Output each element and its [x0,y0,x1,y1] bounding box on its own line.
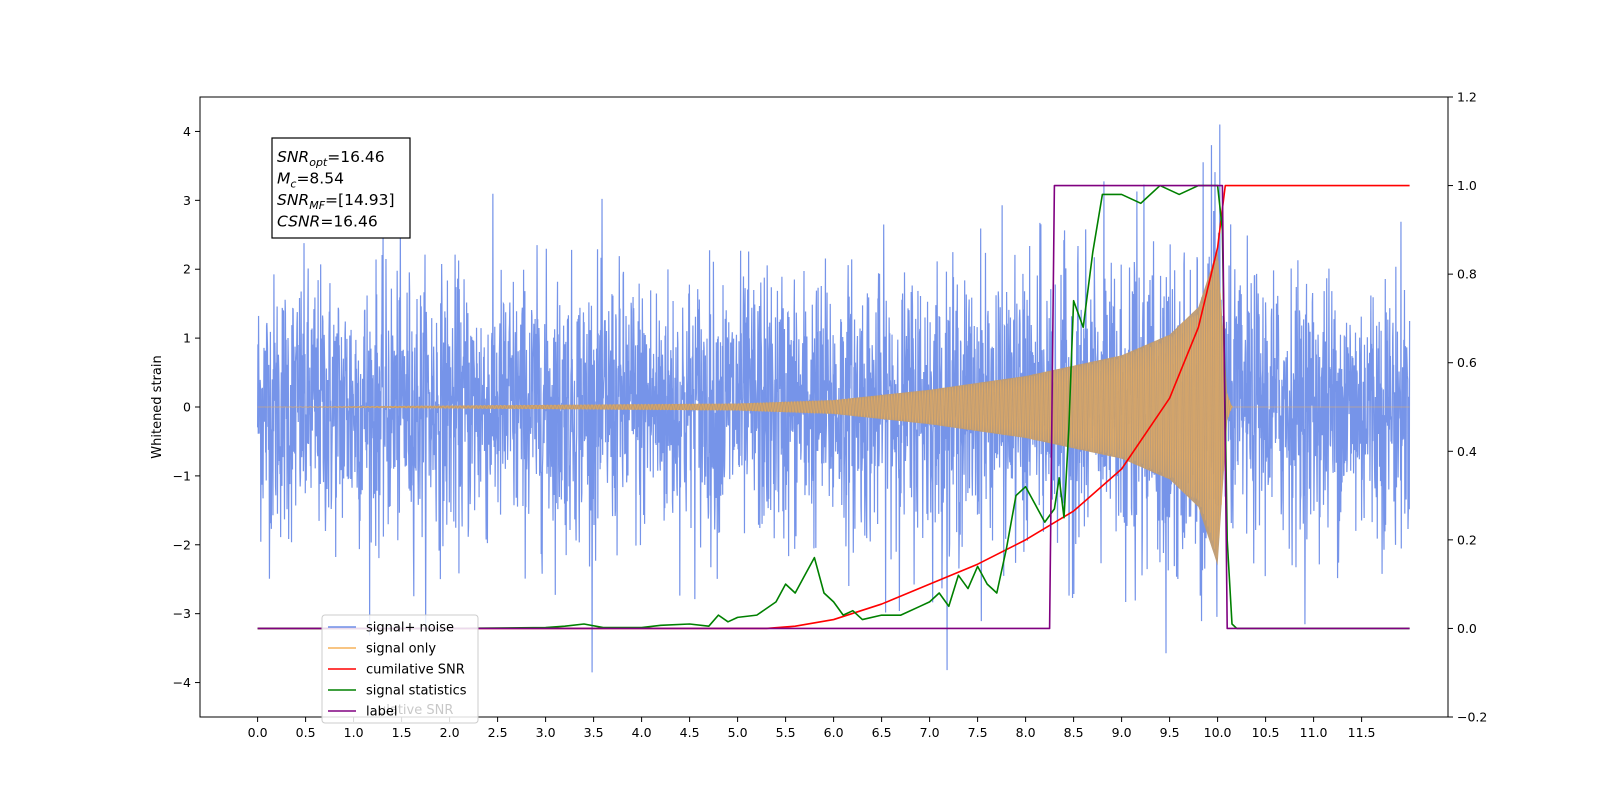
annotation-value: =16.46 [320,213,377,231]
x-tick-label: 0.5 [296,725,316,740]
left-y-axis-ticks: 4 3 2 1 0 −1 −2 −3 −4 [173,124,200,690]
left-y-tick-label: −4 [173,675,191,690]
right-y-tick-label: 0.0 [1457,621,1477,636]
annotation-line: SNRMF=[14.93] [277,191,395,212]
y-axis-label: Whitened strain [150,355,165,458]
annotation-symbol: CSNR [277,213,320,231]
x-tick-label: 7.0 [920,725,940,740]
legend-label: signal statistics [366,684,467,699]
left-y-tick-label: −2 [173,537,191,552]
annotation-value: =8.54 [296,170,344,188]
x-tick-label: 1.0 [344,725,364,740]
x-tick-label: 11.5 [1348,725,1376,740]
annotation-line: SNRopt=16.46 [277,148,385,169]
annotation-symbol: SNR [277,191,309,209]
left-y-tick-label: −3 [173,606,191,621]
signal-statistics-line [257,184,1410,630]
x-tick-label: 9.0 [1112,725,1132,740]
right-y-tick-label: 1.0 [1457,178,1477,193]
x-tick-label: 10.0 [1204,725,1232,740]
left-y-tick-label: 1 [183,331,191,346]
signal-only-envelope [257,248,1410,566]
x-tick-label: 2.5 [488,725,508,740]
annotation-symbol: M [277,170,290,188]
x-tick-label: 5.5 [776,725,796,740]
annotation-subscript: opt [309,156,328,169]
annotation-box: SNRopt=16.46Mc=8.54SNRMF=[14.93]CSNR=16.… [271,137,411,239]
x-tick-label: 5.0 [728,725,748,740]
legend-label: signal only [366,642,436,657]
legend: ulative SNR signal+ noise signal only cumil… [321,614,479,724]
annotation-subscript: c [290,178,296,191]
x-tick-label: 0.0 [248,725,268,740]
annotation-line: CSNR=16.46 [277,213,378,231]
left-y-tick-label: 4 [183,124,191,139]
right-y-tick-label: 0.6 [1457,355,1477,370]
x-tick-label: 1.5 [392,725,412,740]
x-tick-label: 11.0 [1300,725,1328,740]
signal-only-line [257,260,1410,558]
right-y-tick-label: 0.8 [1457,267,1477,282]
right-y-tick-label: 1.2 [1457,90,1477,105]
x-tick-label: 10.5 [1252,725,1280,740]
annotation-line: Mc=8.54 [277,170,344,191]
right-y-tick-label: 0.2 [1457,532,1477,547]
x-axis-ticks: 0.0 0.5 1.0 1.5 2.0 2.5 3.0 3.5 4.0 4.5 5.0 5.5 6.0 6… [248,717,1376,740]
annotation-value: =16.46 [327,148,384,166]
x-tick-label: 4.5 [680,725,700,740]
x-tick-label: 2.0 [440,725,460,740]
x-tick-label: 7.5 [968,725,988,740]
annotation-symbol: SNR [277,148,309,166]
left-y-tick-label: 2 [183,262,191,277]
x-tick-label: 3.5 [584,725,604,740]
right-y-tick-label: −0.2 [1457,710,1487,725]
label-line [257,184,1410,630]
x-tick-label: 4.0 [632,725,652,740]
x-tick-label: 6.0 [824,725,844,740]
legend-label: signal+ noise [366,621,454,636]
legend-frame [321,614,479,724]
signal-only-series [257,248,1410,566]
x-tick-label: 8.0 [1016,725,1036,740]
x-tick-label: 9.5 [1160,725,1180,740]
right-y-axis-ticks: 1.2 1.0 0.8 0.6 0.4 0.2 0.0 −0.2 [1448,90,1487,725]
x-tick-label: 8.5 [1064,725,1084,740]
annotation-frame [271,137,411,239]
left-y-tick-label: 0 [183,400,191,415]
right-y-tick-label: 0.4 [1457,444,1477,459]
x-tick-label: 6.5 [872,725,892,740]
legend-label: label [366,705,397,720]
right-axis-series [257,184,1410,630]
annotation-value: =[14.93] [325,191,394,209]
x-tick-label: 3.0 [536,725,556,740]
legend-ghost-text: ulative SNR [378,703,453,718]
left-y-tick-label: 3 [183,193,191,208]
annotation-subscript: MF [309,199,325,212]
legend-label: cumilative SNR [366,663,465,678]
left-y-tick-label: −1 [173,468,191,483]
